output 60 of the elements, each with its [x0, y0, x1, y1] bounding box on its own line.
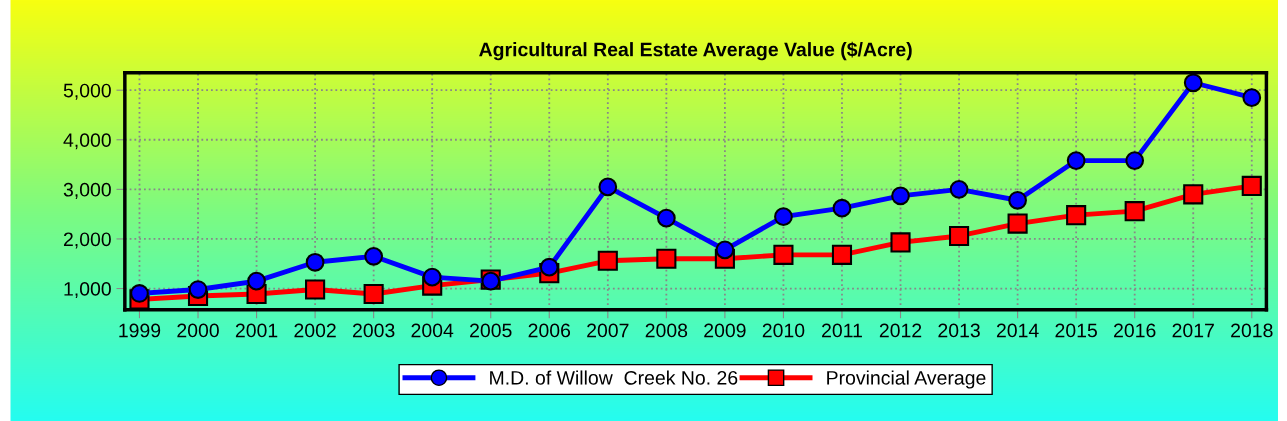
point [949, 179, 969, 199]
point [715, 240, 735, 260]
point [832, 198, 852, 218]
x-tick-label: 2010 [762, 323, 805, 338]
point [422, 267, 442, 287]
x-tick-label: 2004 [411, 323, 454, 338]
x-tick-label: 2007 [587, 323, 629, 338]
point [247, 271, 266, 291]
point [656, 208, 676, 228]
point [539, 257, 559, 277]
point [890, 232, 911, 253]
point [1242, 88, 1262, 107]
point [1066, 205, 1087, 226]
point [1124, 201, 1145, 222]
x-tick-label: 2013 [938, 323, 980, 338]
y-tick-label: 5,000 [63, 83, 111, 100]
y-tick-label: 3,000 [63, 182, 111, 199]
x-tick-label: 2001 [235, 323, 278, 338]
point [1007, 213, 1028, 234]
point [1008, 190, 1027, 210]
x-tick-label: 2000 [177, 323, 219, 338]
x-tick-label: 2006 [528, 323, 571, 338]
point [1241, 175, 1262, 196]
point [1125, 151, 1145, 170]
point [774, 207, 793, 227]
x-tick-label: 2016 [1114, 323, 1156, 338]
x-tick-label: 2003 [352, 323, 395, 338]
x-tick-label: 2014 [996, 323, 1039, 338]
point [831, 244, 853, 265]
x-tick-label: 1999 [119, 323, 161, 338]
point [598, 177, 618, 197]
point [364, 246, 384, 266]
legend-label: Provincial Average [827, 370, 986, 389]
y-tick-label: 1,000 [64, 282, 111, 299]
x-tick-label: 2002 [294, 323, 336, 338]
point [597, 250, 618, 271]
x-tick-label: 2017 [1172, 323, 1214, 338]
point [1183, 73, 1203, 93]
point [1066, 151, 1086, 170]
x-tick-label: 2011 [822, 323, 862, 338]
x-tick-label: 2005 [470, 323, 512, 338]
chart-title: Agricultural Real Estate Average Value ($/Acre) [479, 41, 912, 61]
point [363, 283, 384, 305]
point [773, 244, 794, 265]
point [130, 284, 149, 303]
point [188, 280, 208, 299]
x-tick-label: 2015 [1055, 323, 1097, 338]
point [305, 279, 326, 300]
x-tick-label: 2009 [704, 323, 746, 338]
y-tick-label: 2,000 [63, 232, 111, 249]
point [1183, 184, 1204, 205]
point [948, 225, 970, 247]
x-tick-label: 2008 [645, 323, 688, 338]
point [305, 252, 325, 272]
legend-label: M.D. of Willow Creek No. 26 [490, 370, 738, 385]
x-tick-label: 2012 [879, 323, 922, 338]
x-tick-label: 2018 [1231, 323, 1273, 338]
point [656, 248, 677, 269]
point [891, 186, 910, 206]
y-tick-label: 4,000 [63, 133, 111, 150]
